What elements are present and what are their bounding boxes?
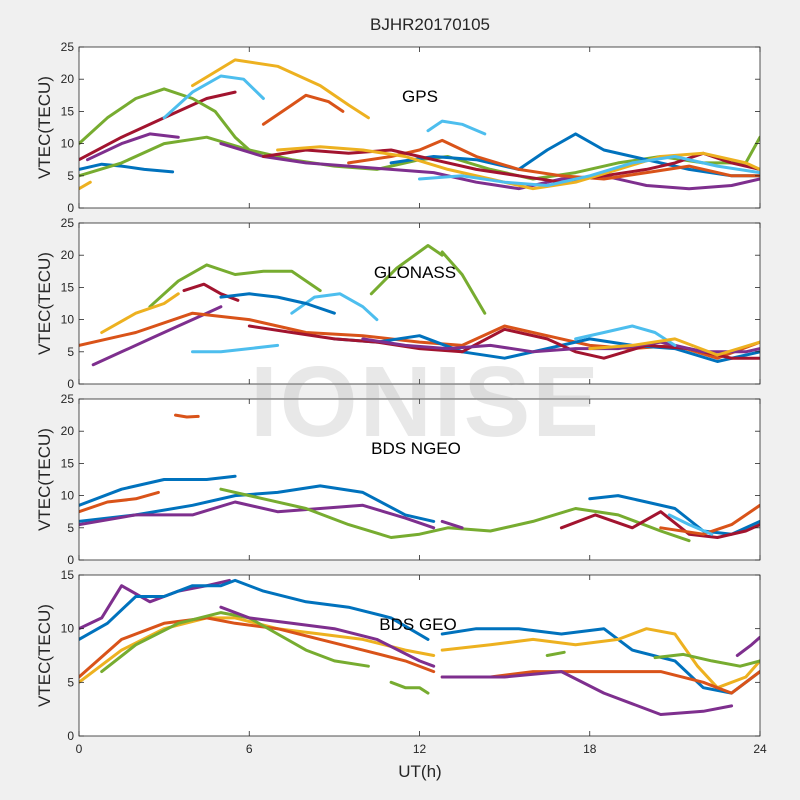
series-line-11 [426,119,487,136]
series-line-14 [735,635,760,657]
series-line-1 [174,413,200,419]
x-tick-label: 6 [246,742,253,756]
series-line-9 [559,510,760,539]
series-line-4 [79,484,436,523]
panel-label: BDS NGEO [371,439,461,458]
series-group [79,244,760,367]
y-axis-label: VTEC(TECU) [35,604,54,707]
y-tick-label: 0 [67,729,74,743]
y-tick-label: 5 [67,521,74,535]
panel-label: BDS GEO [379,615,456,634]
y-tick-label: 0 [67,201,74,215]
series-line-2 [369,244,444,296]
y-tick-label: 5 [67,169,74,183]
series-line-1 [148,263,322,309]
y-tick-label: 15 [61,104,75,118]
series-line-13 [347,138,760,181]
series-line-13 [545,650,566,657]
series-line-12 [653,652,760,668]
y-tick-label: 20 [61,424,75,438]
series-line-2 [79,474,237,507]
series-group [79,413,760,543]
y-tick-label: 15 [61,456,75,470]
y-tick-label: 5 [67,345,74,359]
x-tick-label: 18 [583,742,597,756]
y-tick-label: 10 [61,137,75,151]
subplot-2: 0 5 10 15 20 25 VTEC(TECU) GLONASS [35,216,761,391]
x-tick-label: 24 [753,742,767,756]
y-tick-label: 25 [61,40,75,54]
panel-label: GLONASS [374,263,456,282]
series-line-9 [440,627,760,690]
series-line-7 [440,519,464,530]
y-tick-label: 15 [61,568,75,582]
series-group [79,578,760,716]
y-tick-label: 10 [61,489,75,503]
series-line-9 [100,292,180,334]
series-line-11 [332,334,760,363]
y-tick-label: 10 [61,622,75,636]
y-tick-label: 10 [61,313,75,327]
series-line-4 [191,58,370,120]
series-line-15 [588,337,760,357]
series-line-11 [440,670,734,716]
series-group [79,58,760,191]
y-tick-label: 20 [61,72,75,86]
series-line-1 [79,162,175,174]
series-line-5 [191,343,280,354]
figure-title: BJHR20170105 [370,15,490,34]
subplots: 0 5 10 15 20 25 VTEC(TECU) GPS 0 5 10 15 20 25 VTEC(TE… [35,40,767,756]
x-tick-label: 12 [413,742,427,756]
y-tick-label: 0 [67,553,74,567]
series-line-3 [79,87,251,152]
series-line-6 [219,605,436,668]
series-line-7 [219,292,336,315]
y-tick-label: 25 [61,392,75,406]
x-axis-label: UT(h) [398,762,441,781]
x-tick-label: 0 [76,742,83,756]
y-axis-label: VTEC(TECU) [35,76,54,179]
plot-area [79,47,760,208]
y-axis-label: VTEC(TECU) [35,428,54,531]
series-line-10 [659,503,760,536]
y-tick-label: 25 [61,216,75,230]
series-line-16 [418,155,760,187]
plot-area [79,223,760,384]
series-line-6 [219,487,691,543]
series-line-10 [440,670,760,695]
series-line-12 [389,132,760,178]
series-line-11 [667,513,714,536]
series-line-9 [79,180,92,191]
series-line-7 [86,132,180,162]
series-line-4 [79,616,436,679]
panel-label: GPS [402,87,438,106]
y-tick-label: 5 [67,675,74,689]
series-line-7 [389,680,430,695]
series-line-5 [162,74,265,120]
series-line-10 [219,142,760,191]
series-line-3 [440,250,487,315]
series-line-14 [574,324,677,347]
subplot-4: 0 5 10 15 0 6 12 18 24 VTEC(TECU) BDS GEO [35,568,767,756]
series-line-15 [276,145,760,191]
subplot-3: 0 5 10 15 20 25 VTEC(TECU) BDS NGEO [35,392,761,567]
series-line-5 [79,500,436,530]
y-axis-label: VTEC(TECU) [35,252,54,355]
series-line-8 [91,305,223,367]
y-tick-label: 15 [61,280,75,294]
subplot-1: 0 5 10 15 20 25 VTEC(TECU) GPS [35,40,761,215]
y-tick-label: 20 [61,248,75,262]
series-line-13 [361,337,760,354]
series-line-3 [79,490,160,514]
series-line-6 [261,93,345,126]
series-line-2 [79,578,430,641]
y-tick-label: 0 [67,377,74,391]
